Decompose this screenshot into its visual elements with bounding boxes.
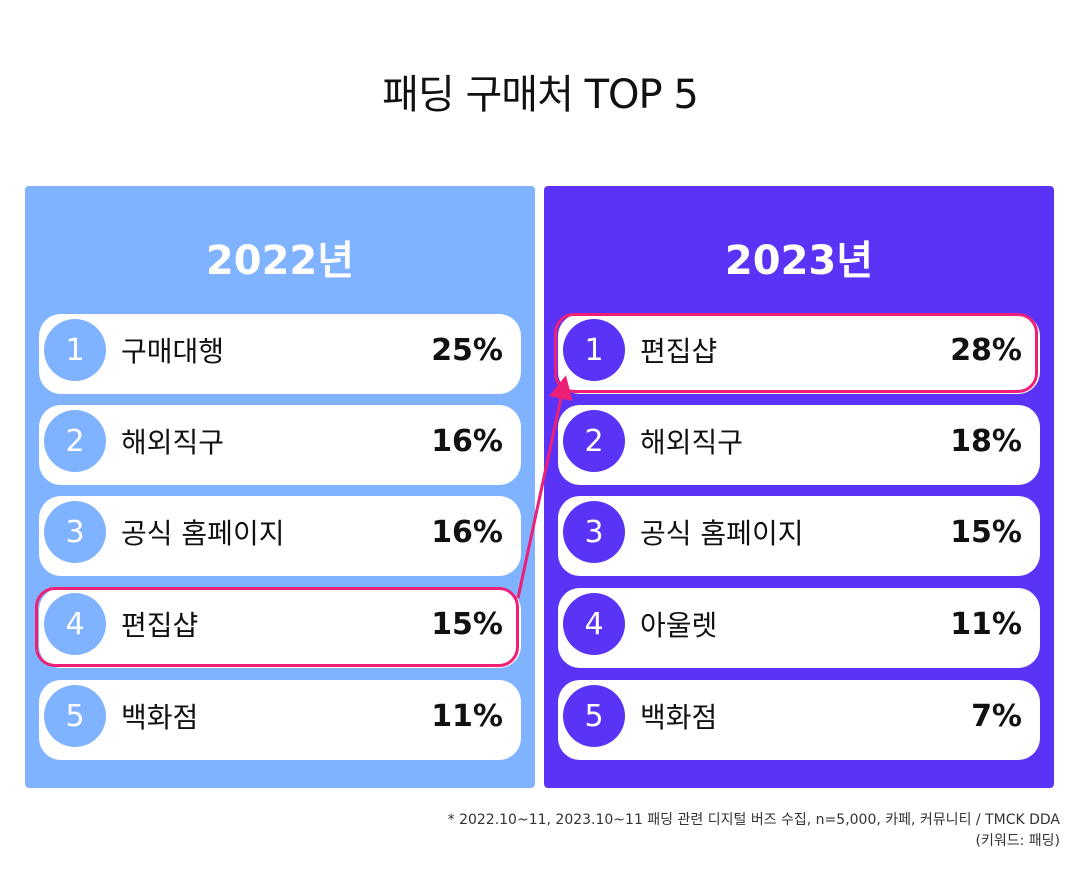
rank-badge: 5 <box>563 685 625 747</box>
channel-label: 공식 홈페이지 <box>121 517 285 550</box>
percent-value: 7% <box>971 698 1022 734</box>
rank-badge: 2 <box>563 410 625 472</box>
channel-label: 해외직구 <box>640 426 744 459</box>
rank-badge: 4 <box>563 593 625 655</box>
footnote-source: * 2022.10~11, 2023.10~11 패딩 관련 디지털 버즈 수집… <box>447 812 1060 828</box>
chart-title: 패딩 구매처 TOP 5 <box>382 72 699 118</box>
rank-row: 3 공식 홈페이지 15% <box>558 496 1040 576</box>
percent-value: 15% <box>431 606 503 642</box>
rank-badge: 1 <box>563 319 625 381</box>
rank-row: 5 백화점 11% <box>39 680 521 760</box>
channel-label: 백화점 <box>121 701 199 734</box>
percent-value: 28% <box>950 332 1022 368</box>
footnote-keyword: (키워드: 패딩) <box>975 833 1061 849</box>
rank-row: 1 구매대행 25% <box>39 314 521 394</box>
rank-row: 2 해외직구 16% <box>39 405 521 485</box>
channel-label: 해외직구 <box>121 426 225 459</box>
channel-label: 구매대행 <box>121 335 225 368</box>
rank-row: 1 편집샵 28% <box>558 314 1040 394</box>
rank-badge: 2 <box>44 410 106 472</box>
rank-badge: 3 <box>563 501 625 563</box>
percent-value: 16% <box>431 514 503 550</box>
percent-value: 25% <box>431 332 503 368</box>
rank-badge: 5 <box>44 685 106 747</box>
rank-row: 3 공식 홈페이지 16% <box>39 496 521 576</box>
panel-year-2023: 2023년 <box>724 238 874 284</box>
rank-row: 2 해외직구 18% <box>558 405 1040 485</box>
channel-label: 편집샵 <box>121 609 199 642</box>
percent-value: 15% <box>950 514 1022 550</box>
percent-value: 16% <box>431 423 503 459</box>
channel-label: 공식 홈페이지 <box>640 517 804 550</box>
percent-value: 11% <box>950 606 1022 642</box>
channel-label: 백화점 <box>640 701 718 734</box>
panel-2022: 2022년 1 구매대행 25% 2 해외직구 16% 3 공식 홈페이지 16% 4 편집샵 15%… <box>25 186 535 788</box>
panel-2023: 2023년 1 편집샵 28% 2 해외직구 18% 3 공식 홈페이지 15% 4 아울렛 11% 5… <box>544 186 1054 788</box>
percent-value: 11% <box>431 698 503 734</box>
channel-label: 편집샵 <box>640 335 718 368</box>
panel-year-2022: 2022년 <box>205 238 355 284</box>
rank-row: 4 편집샵 15% <box>39 588 521 668</box>
rank-row: 5 백화점 7% <box>558 680 1040 760</box>
rank-row: 4 아울렛 11% <box>558 588 1040 668</box>
percent-value: 18% <box>950 423 1022 459</box>
rank-badge: 1 <box>44 319 106 381</box>
rank-badge: 4 <box>44 593 106 655</box>
rank-badge: 3 <box>44 501 106 563</box>
channel-label: 아울렛 <box>640 609 718 642</box>
footnote: * 2022.10~11, 2023.10~11 패딩 관련 디지털 버즈 수집… <box>448 810 1060 852</box>
